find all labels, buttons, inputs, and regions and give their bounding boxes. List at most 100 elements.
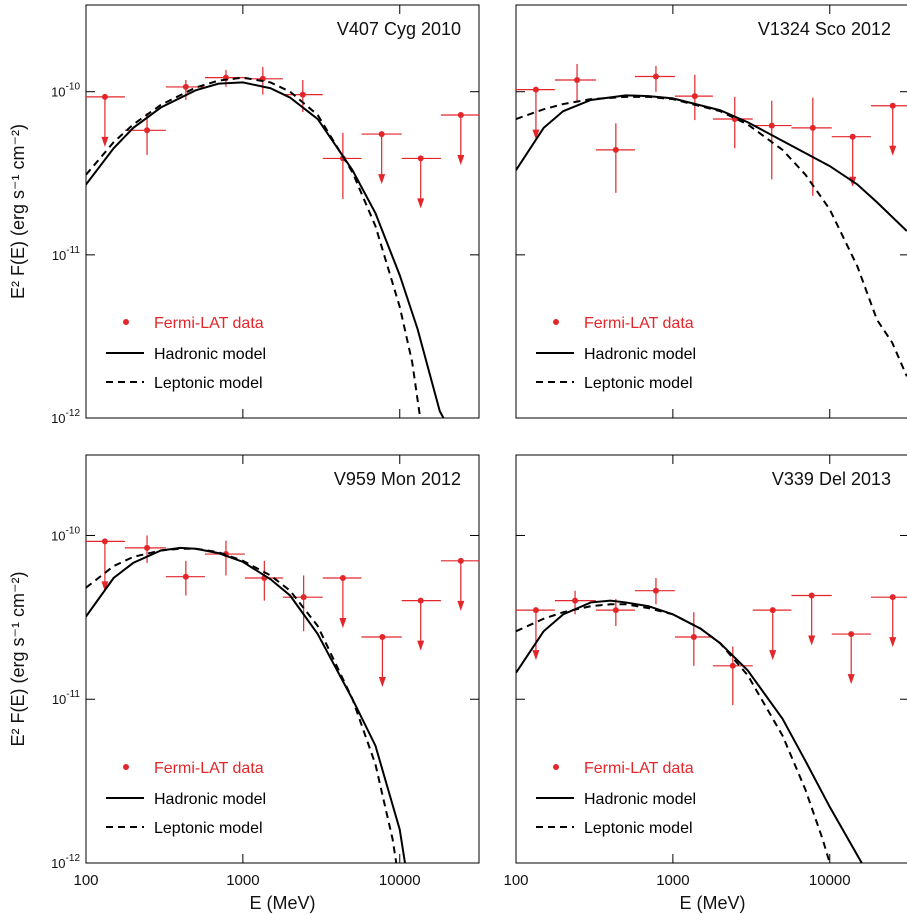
legend-marker xyxy=(553,319,559,325)
x-axis-label: E (MeV) xyxy=(679,893,745,913)
data-point xyxy=(378,131,385,138)
panel-title: V407 Cyg 2010 xyxy=(337,19,461,39)
legend-label: Hadronic model xyxy=(154,791,266,808)
plot-frame xyxy=(85,4,480,419)
arrow-head xyxy=(457,154,465,165)
y-axis-label: E² F(E) (erg s⁻¹ cm⁻²) xyxy=(8,124,28,299)
panel: 100 1000 10000 10-12 10-11 10-10 V959 Mon 2012… xyxy=(8,454,480,913)
legend-label: Hadronic model xyxy=(584,791,696,808)
x-axis-label: E (MeV) xyxy=(249,893,315,913)
arrow-head xyxy=(457,600,465,611)
legend-label: Fermi-LAT data xyxy=(154,315,264,332)
arrow-head xyxy=(889,145,897,156)
x-tick-label: 1000 xyxy=(226,872,259,889)
model-curve xyxy=(86,546,406,863)
legend-label: Leptonic model xyxy=(154,375,263,392)
panel-title: V1324 Sco 2012 xyxy=(758,19,891,39)
data-point xyxy=(652,587,659,594)
data-point xyxy=(691,93,698,100)
arrow-head xyxy=(339,617,347,628)
plot-area xyxy=(86,535,479,863)
data-point xyxy=(339,574,346,581)
legend-label: Fermi-LAT data xyxy=(154,760,264,777)
panel: 100 1000 10000 V339 Del 2013 E (MeV) Fermi-LA… xyxy=(503,454,907,913)
legend-label: Leptonic model xyxy=(584,820,693,837)
model-curve xyxy=(516,603,831,863)
data-point xyxy=(690,633,697,640)
data-point xyxy=(457,111,464,118)
legend-label: Hadronic model xyxy=(154,346,266,363)
data-point xyxy=(182,83,189,90)
data-point xyxy=(769,607,776,614)
plot-area xyxy=(516,577,907,863)
data-point xyxy=(574,76,581,83)
arrow-head xyxy=(532,650,540,661)
arrow-head xyxy=(378,174,386,185)
data-point xyxy=(457,557,464,564)
legend-label: Hadronic model xyxy=(584,346,696,363)
data-point xyxy=(849,133,856,140)
data-point xyxy=(299,91,306,98)
data-point xyxy=(182,573,189,580)
plot-frame xyxy=(515,454,907,864)
model-curve xyxy=(516,94,907,232)
panel: 10-12 10-11 10-10 V407 Cyg 2010 E² F(E) (erg… xyxy=(8,4,480,426)
y-tick-label: 10-10 xyxy=(51,82,80,100)
legend-label: Leptonic model xyxy=(154,820,263,837)
legend-label: Leptonic model xyxy=(584,375,693,392)
x-tick-label: 10000 xyxy=(809,872,851,889)
x-tick-label: 100 xyxy=(73,872,98,889)
arrow-head xyxy=(769,650,777,661)
data-point xyxy=(889,594,896,601)
model-curve xyxy=(516,95,907,377)
data-point xyxy=(532,86,539,93)
legend-label: Fermi-LAT data xyxy=(584,760,694,777)
model-curve xyxy=(86,76,422,418)
legend-marker xyxy=(123,764,129,770)
data-point xyxy=(144,127,151,134)
legend-label: Fermi-LAT data xyxy=(584,315,694,332)
legend-marker xyxy=(553,764,559,770)
data-point xyxy=(612,607,619,614)
y-axis-label: E² F(E) (erg s⁻¹ cm⁻²) xyxy=(8,572,28,747)
arrow-head xyxy=(417,198,425,209)
data-point xyxy=(379,633,386,640)
panel-title: V339 Del 2013 xyxy=(772,469,891,489)
data-point xyxy=(808,592,815,599)
plot-area xyxy=(516,63,907,377)
data-point xyxy=(532,607,539,614)
y-tick-label: 10-11 xyxy=(52,689,81,707)
data-point xyxy=(848,631,855,638)
arrow-head xyxy=(417,640,425,651)
model-curve xyxy=(86,81,445,418)
data-point xyxy=(572,597,579,604)
arrow-head xyxy=(808,635,816,646)
data-point xyxy=(889,102,896,109)
data-point xyxy=(417,597,424,604)
x-tick-label: 100 xyxy=(503,872,528,889)
arrow-head xyxy=(101,136,109,147)
arrow-head xyxy=(101,581,109,592)
plot-frame xyxy=(515,4,907,419)
arrow-head xyxy=(532,129,540,140)
data-point xyxy=(144,544,151,551)
plot-area xyxy=(86,66,479,418)
data-point xyxy=(417,155,424,162)
plot-frame xyxy=(85,454,480,864)
x-tick-label: 10000 xyxy=(379,872,421,889)
y-tick-label: 10-10 xyxy=(51,525,80,543)
panel-title: V959 Mon 2012 xyxy=(334,469,461,489)
model-curve xyxy=(86,547,398,863)
arrow-head xyxy=(889,637,897,648)
arrow-head xyxy=(378,676,386,687)
arrow-head xyxy=(847,674,855,685)
data-point xyxy=(300,594,307,601)
data-point xyxy=(652,73,659,80)
data-point xyxy=(809,124,816,131)
y-tick-label: 10-11 xyxy=(52,245,81,263)
legend-marker xyxy=(123,319,129,325)
y-tick-label: 10-12 xyxy=(51,408,80,426)
data-point xyxy=(101,538,108,545)
